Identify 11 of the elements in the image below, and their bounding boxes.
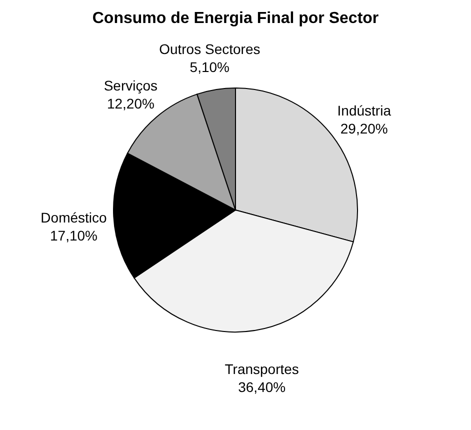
- slice-label: Doméstico: [40, 210, 108, 226]
- data-label: 29,20%: [340, 120, 388, 137]
- slice-label: Transportes: [224, 360, 299, 377]
- slice-label: Indústria: [337, 102, 392, 119]
- chart-title: Consumo de Energia Final por Sector: [92, 10, 379, 27]
- data-label: 36,40%: [238, 378, 286, 395]
- data-label: 5,10%: [190, 59, 230, 76]
- slice-label: Outros Sectores: [159, 41, 260, 58]
- data-label: 17,10%: [50, 228, 98, 244]
- data-label: 12,20%: [106, 95, 154, 112]
- slice-label: Serviços: [104, 77, 158, 94]
